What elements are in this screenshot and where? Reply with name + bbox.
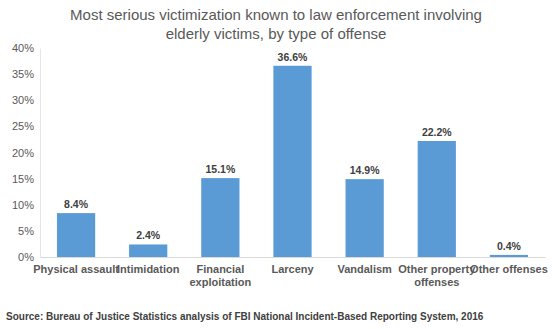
y-tick-label: 40% — [12, 42, 34, 54]
x-tick: Larceny — [271, 257, 314, 275]
y-tick: 35% — [12, 68, 40, 80]
x-axis: Physical assaultIntimidation Financialexp… — [33, 257, 547, 288]
y-tick-label: 0% — [18, 251, 34, 263]
x-tick-label: Larceny — [271, 263, 314, 275]
title: Most serious victimization known to law … — [70, 6, 482, 23]
data-labels: 8.4% 2.4% 15.1% 36.6% 14.9% 22.2% 0.4% — [64, 51, 521, 252]
data-label: 14.9% — [350, 164, 380, 176]
x-tick: Other propertyoffenses — [398, 257, 476, 288]
y-tick-label: 5% — [18, 225, 34, 237]
title: elderly victims, by type of offense — [166, 25, 387, 42]
x-tick-label: Other propertyoffenses — [398, 263, 476, 288]
data-label: 15.1% — [205, 163, 235, 175]
bar — [418, 141, 456, 257]
y-tick-label: 35% — [12, 68, 34, 80]
x-tick: Intimidation — [117, 257, 180, 275]
y-tick: 40% — [12, 42, 40, 54]
y-tick: 20% — [12, 147, 40, 159]
title-group: Most serious victimization known to law … — [70, 6, 482, 42]
chart: Most serious victimization known to law … — [0, 0, 552, 329]
x-tick-label: Intimidation — [117, 263, 180, 275]
data-label: 36.6% — [278, 51, 308, 63]
bar — [201, 178, 239, 257]
y-tick: 15% — [12, 173, 40, 185]
y-tick-label: 15% — [12, 173, 34, 185]
y-tick: 5% — [18, 225, 40, 237]
x-axis-line — [41, 257, 546, 258]
bar — [490, 255, 528, 257]
x-tick-label: Financialexploitation — [189, 263, 251, 288]
x-tick-label: Other offenses — [470, 263, 548, 275]
bar — [129, 244, 167, 257]
y-tick-label: 25% — [12, 120, 34, 132]
x-tick: Financialexploitation — [189, 257, 251, 288]
y-tick: 0% — [18, 251, 40, 263]
data-label: 8.4% — [64, 198, 89, 210]
y-tick-label: 10% — [12, 199, 34, 211]
source: Source: Bureau of Justice Statistics ana… — [6, 311, 484, 322]
y-tick-label: 30% — [12, 94, 34, 106]
y-tick: 25% — [12, 120, 40, 132]
y-axis-line — [40, 49, 41, 258]
x-tick-label: Physical assault — [33, 263, 119, 275]
bars — [57, 66, 528, 257]
x-tick: Other offenses — [470, 257, 548, 275]
x-tick-label: Vandalism — [337, 263, 392, 275]
y-tick: 30% — [12, 94, 40, 106]
y-tick: 10% — [12, 199, 40, 211]
bar — [346, 179, 384, 257]
data-label: 22.2% — [422, 126, 452, 138]
bar — [57, 213, 95, 257]
bar — [273, 66, 311, 257]
y-tick-label: 20% — [12, 147, 34, 159]
data-label: 2.4% — [136, 229, 161, 241]
x-tick: Physical assault — [33, 257, 119, 275]
y-axis: 0% 5% 10% 15% 20% 25% 30% 35% 40% — [12, 42, 41, 263]
data-label: 0.4% — [497, 240, 522, 252]
x-tick: Vandalism — [337, 257, 392, 275]
